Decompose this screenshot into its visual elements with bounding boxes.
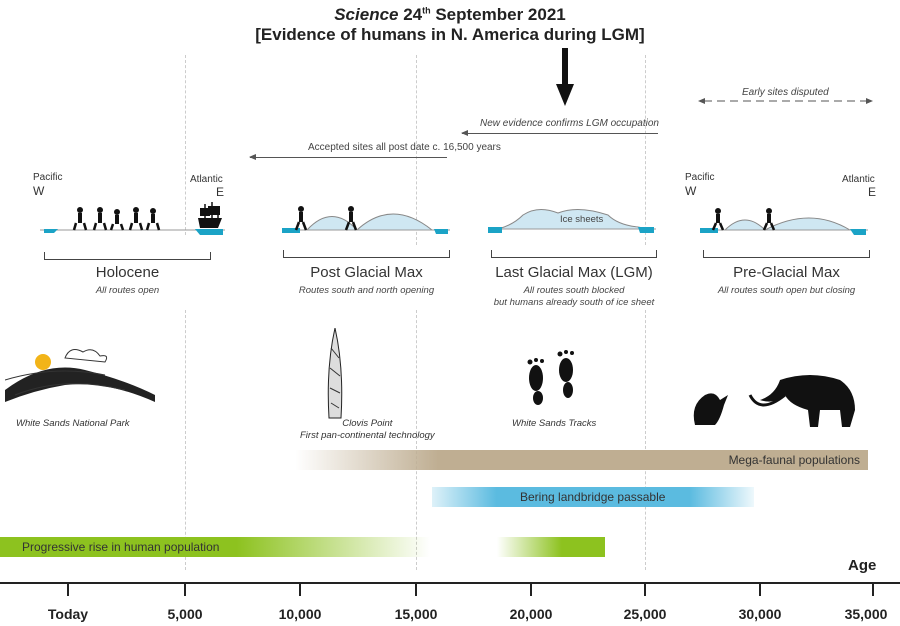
west-label: W <box>33 184 45 198</box>
guide-line <box>645 55 646 245</box>
page-title: Science 24th September 2021 <box>0 5 900 25</box>
holocene-route-diagram <box>40 202 225 235</box>
axis-tick <box>67 583 69 596</box>
megafauna-silhouette-image <box>693 375 855 427</box>
tick-label: 15,000 <box>394 606 438 622</box>
era-lgm-desc: All routes south blocked but humans alrea… <box>481 285 667 310</box>
clovis-point-image <box>327 328 343 419</box>
title-sup: th <box>422 5 431 16</box>
down-arrow-icon <box>556 48 574 106</box>
axis-line <box>0 582 900 584</box>
megafauna-bar: Mega-faunal populations <box>295 450 868 470</box>
tracks-caption: White Sands Tracks <box>512 418 597 429</box>
tick-label: 35,000 <box>844 606 888 622</box>
post-glacial-route-diagram <box>282 206 450 234</box>
megafauna-label: Mega-faunal populations <box>728 453 860 467</box>
title-date-end: September 2021 <box>430 5 566 24</box>
human-population-bar-lgm <box>497 537 605 557</box>
axis-tick <box>299 583 301 596</box>
new-evidence-label: New evidence confirms LGM occupation <box>480 118 659 129</box>
bering-bar: Bering landbridge passable <box>432 487 754 507</box>
tick-label: 20,000 <box>509 606 553 622</box>
post-glacial-bracket <box>283 250 450 258</box>
era-lgm: Last Glacial Max (LGM) <box>495 264 653 281</box>
era-post-glacial-max: Post Glacial Max <box>310 264 423 281</box>
tick-label: 5,000 <box>167 606 203 622</box>
axis-tick <box>759 583 761 596</box>
ice-sheets-label: Ice sheets <box>560 214 604 225</box>
page-subtitle: [Evidence of humans in N. America during… <box>255 25 645 44</box>
tick-label: 10,000 <box>278 606 322 622</box>
footprints-icon <box>527 350 574 405</box>
clovis-caption-1: Clovis Point <box>342 418 393 429</box>
pacific-label: Pacific <box>685 172 715 183</box>
tick-label: 30,000 <box>738 606 782 622</box>
axis-tick <box>644 583 646 596</box>
atlantic-label: Atlantic <box>190 174 223 185</box>
pre-glacial-bracket <box>703 250 870 258</box>
title-date: 24 <box>398 5 423 24</box>
pre-glacial-route-diagram <box>700 208 868 235</box>
clovis-caption: Clovis Point First pan-continental techno… <box>300 418 435 443</box>
east-label: E <box>868 185 877 199</box>
axis-label: Age <box>848 557 877 574</box>
pacific-label: Pacific <box>33 172 63 183</box>
white-sands-landscape-image <box>5 349 155 402</box>
era-post-glacial-desc: Routes south and north opening <box>298 285 435 296</box>
holocene-bracket <box>44 252 211 260</box>
guide-line <box>185 310 186 570</box>
human-population-bar: Progressive rise in human population <box>0 537 430 557</box>
early-sites-label: Early sites disputed <box>742 87 829 98</box>
lgm-bracket <box>491 250 657 258</box>
era-lgm-desc-1: All routes south blocked <box>523 285 625 296</box>
era-holocene-desc: All routes open <box>95 285 160 296</box>
tick-label: 25,000 <box>623 606 667 622</box>
axis-tick <box>415 583 417 596</box>
tick-label: Today <box>47 606 89 622</box>
era-pre-glacial-max: Pre-Glacial Max <box>733 264 840 281</box>
axis-tick <box>872 583 874 596</box>
guide-line <box>185 55 186 235</box>
new-evidence-arrow <box>461 130 658 136</box>
east-label: E <box>216 185 225 199</box>
dashed-double-arrow <box>698 98 873 104</box>
era-pre-glacial-desc: All routes south open but closing <box>717 285 856 296</box>
title-journal: Science <box>334 5 399 24</box>
west-label: W <box>685 184 697 198</box>
human-population-label: Progressive rise in human population <box>22 540 220 554</box>
axis-tick <box>530 583 532 596</box>
axis-tick <box>184 583 186 596</box>
clovis-caption-2: First pan-continental technology <box>300 430 435 442</box>
accepted-sites-label: Accepted sites all post date c. 16,500 y… <box>308 142 501 153</box>
bering-label: Bering landbridge passable <box>520 490 666 504</box>
era-holocene: Holocene <box>95 264 160 281</box>
atlantic-label: Atlantic <box>842 174 875 185</box>
era-lgm-desc-2: but humans already south of ice sheet <box>493 297 655 309</box>
guide-line <box>416 55 417 245</box>
guide-line <box>416 310 417 570</box>
accepted-sites-arrow <box>249 154 447 160</box>
lgm-ice-sheet-diagram <box>488 209 656 233</box>
park-caption: White Sands National Park <box>16 418 130 429</box>
guide-line <box>645 310 646 570</box>
